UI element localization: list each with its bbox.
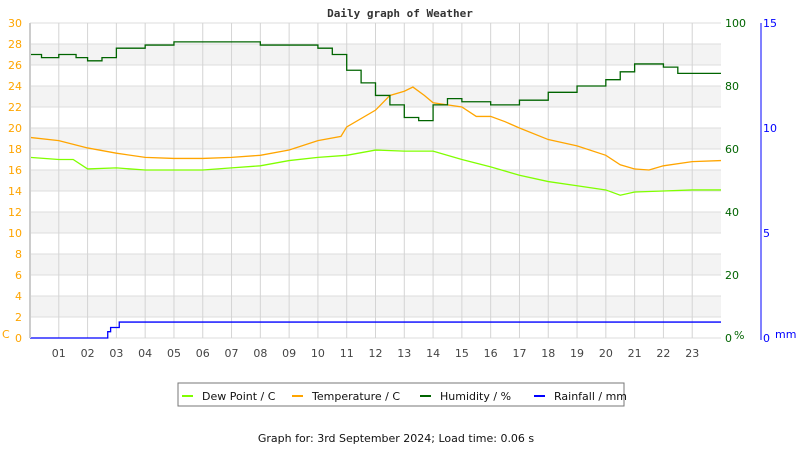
x-tick-label: 22 (656, 347, 670, 360)
x-tick-label: 21 (628, 347, 642, 360)
left-tick-label: 8 (15, 248, 22, 261)
x-tick-label: 16 (484, 347, 498, 360)
left-tick-label: 26 (8, 59, 22, 72)
left-tick-label: 2 (15, 311, 22, 324)
left-tick-label: 18 (8, 143, 22, 156)
x-tick-label: 01 (52, 347, 66, 360)
x-tick-label: 19 (570, 347, 584, 360)
x-tick-label: 02 (81, 347, 95, 360)
rain-tick-label: 0 (763, 332, 770, 345)
left-tick-label: 30 (8, 17, 22, 30)
series-line-temperature (29, 86, 722, 171)
humidity-tick-label: 40 (725, 206, 739, 219)
x-tick-label: 14 (426, 347, 440, 360)
x-tick-label: 18 (541, 347, 555, 360)
rain-tick-label: 10 (763, 122, 777, 135)
left-tick-label: 22 (8, 101, 22, 114)
left-tick-label: 20 (8, 122, 22, 135)
x-tick-label: 13 (397, 347, 411, 360)
x-tick-label: 11 (340, 347, 354, 360)
rain-axis-unit: mm (775, 328, 796, 341)
legend-label: Rainfall / mm (554, 390, 627, 403)
left-tick-label: 16 (8, 164, 22, 177)
chart-title: Daily graph of Weather (327, 7, 473, 20)
legend-label: Dew Point / C (202, 390, 276, 403)
humidity-tick-label: 60 (725, 143, 739, 156)
humidity-tick-label: 20 (725, 269, 739, 282)
x-tick-label: 05 (167, 347, 181, 360)
series-line-dew (29, 149, 721, 196)
legend-label: Humidity / % (440, 390, 511, 403)
left-tick-label: 24 (8, 80, 22, 93)
x-tick-label: 09 (282, 347, 296, 360)
left-tick-label: 14 (8, 185, 22, 198)
humidity-tick-label: 0 (725, 332, 732, 345)
series-lines (29, 41, 722, 339)
x-tick-label: 15 (455, 347, 469, 360)
x-tick-label: 12 (369, 347, 383, 360)
rain-tick-label: 5 (763, 227, 770, 240)
series-line-rainfall (30, 321, 721, 339)
humidity-axis-unit: % (734, 329, 744, 342)
left-axis-unit: C (2, 328, 10, 341)
left-tick-label: 0 (15, 332, 22, 345)
x-tick-label: 04 (138, 347, 152, 360)
x-tick-label: 07 (225, 347, 239, 360)
legend-label: Temperature / C (311, 390, 400, 403)
footer-text: Graph for: 3rd September 2024; Load time… (258, 432, 535, 445)
x-tick-label: 08 (253, 347, 267, 360)
x-tick-label: 17 (512, 347, 526, 360)
x-tick-label: 20 (599, 347, 613, 360)
x-tick-label: 10 (311, 347, 325, 360)
rain-tick-label: 15 (763, 17, 777, 30)
left-tick-label: 4 (15, 290, 22, 303)
left-tick-label: 10 (8, 227, 22, 240)
humidity-tick-label: 100 (725, 17, 746, 30)
humidity-tick-label: 80 (725, 80, 739, 93)
legend: Dew Point / C Temperature / C Humidity / %… (177, 382, 627, 407)
left-tick-label: 6 (15, 269, 22, 282)
left-tick-label: 28 (8, 38, 22, 51)
x-tick-label: 03 (109, 347, 123, 360)
left-tick-label: 12 (8, 206, 22, 219)
series-line-humidity (30, 41, 721, 122)
x-tick-label: 23 (685, 347, 699, 360)
x-tick-label: 06 (196, 347, 210, 360)
